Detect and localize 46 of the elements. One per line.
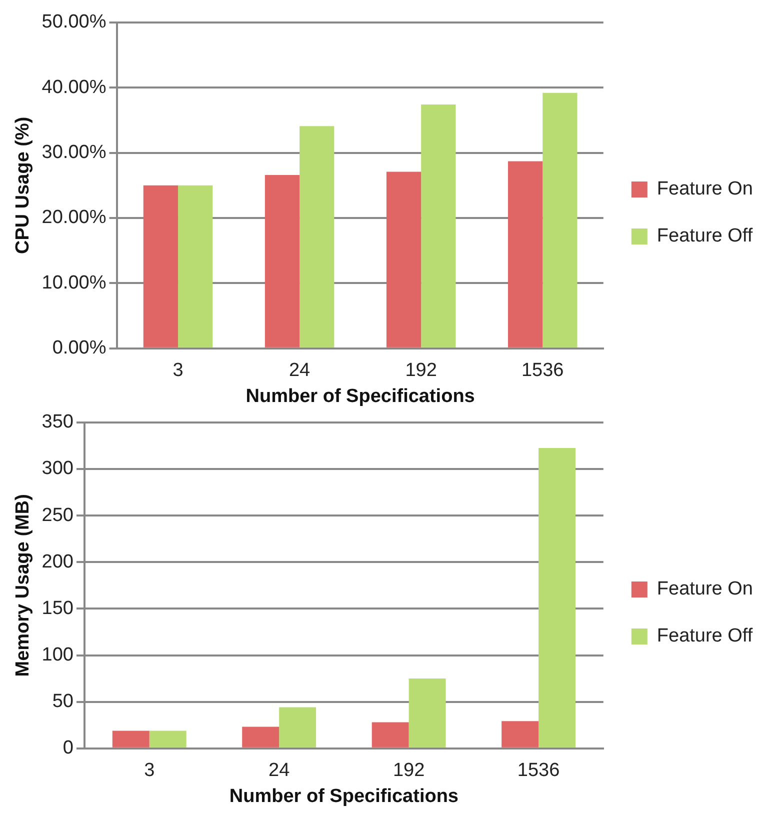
legend-label: Feature Off <box>656 626 754 647</box>
bar <box>421 104 456 348</box>
y-tick-label: 300 <box>42 458 74 480</box>
y-tick-label: 30.00% <box>42 142 106 164</box>
legend-label: Feature On <box>656 178 754 200</box>
bar <box>300 126 334 348</box>
bar <box>264 174 300 348</box>
y-axis-title: CPU Usage (%) <box>12 116 34 254</box>
bar <box>143 185 178 348</box>
x-axis-title: Number of Specifications <box>246 386 475 407</box>
x-tick-label: 192 <box>392 760 425 782</box>
y-tick-label: 200 <box>42 551 74 572</box>
bar <box>242 726 280 748</box>
bar <box>408 678 446 748</box>
bar <box>508 161 543 348</box>
bar <box>538 448 576 748</box>
x-tick-label: 3 <box>172 360 184 382</box>
bar <box>279 707 316 748</box>
y-tick-label: 40.00% <box>42 76 106 98</box>
x-tick-label: 1536 <box>521 360 564 382</box>
y-tick-label: 0 <box>62 738 74 759</box>
bar <box>386 172 422 348</box>
bar <box>149 730 186 748</box>
bar <box>372 722 409 748</box>
bar <box>178 185 213 348</box>
x-tick-label: 3 <box>144 760 155 782</box>
x-tick-label: 1536 <box>517 760 560 782</box>
x-tick-label: 192 <box>405 360 437 382</box>
x-axis-title: Number of Specifications <box>229 786 459 807</box>
legend-label: Feature On <box>656 578 754 600</box>
bar <box>112 730 150 748</box>
y-tick-label: 10.00% <box>42 272 106 294</box>
y-tick-label: 150 <box>42 598 74 619</box>
x-tick-label: 24 <box>288 360 311 382</box>
bar <box>542 92 578 348</box>
x-tick-label: 24 <box>268 760 290 782</box>
bar <box>502 721 539 748</box>
legend-label: Feature Off <box>656 226 754 247</box>
y-tick-label: 350 <box>42 412 74 433</box>
y-tick-label: 50 <box>52 691 74 712</box>
y-tick-label: 0.00% <box>52 338 106 359</box>
y-axis-title: Memory Usage (MB) <box>12 494 34 677</box>
y-tick-label: 250 <box>42 504 74 526</box>
y-tick-label: 50.00% <box>42 12 106 33</box>
y-tick-label: 100 <box>42 644 74 666</box>
y-tick-label: 20.00% <box>42 207 106 228</box>
